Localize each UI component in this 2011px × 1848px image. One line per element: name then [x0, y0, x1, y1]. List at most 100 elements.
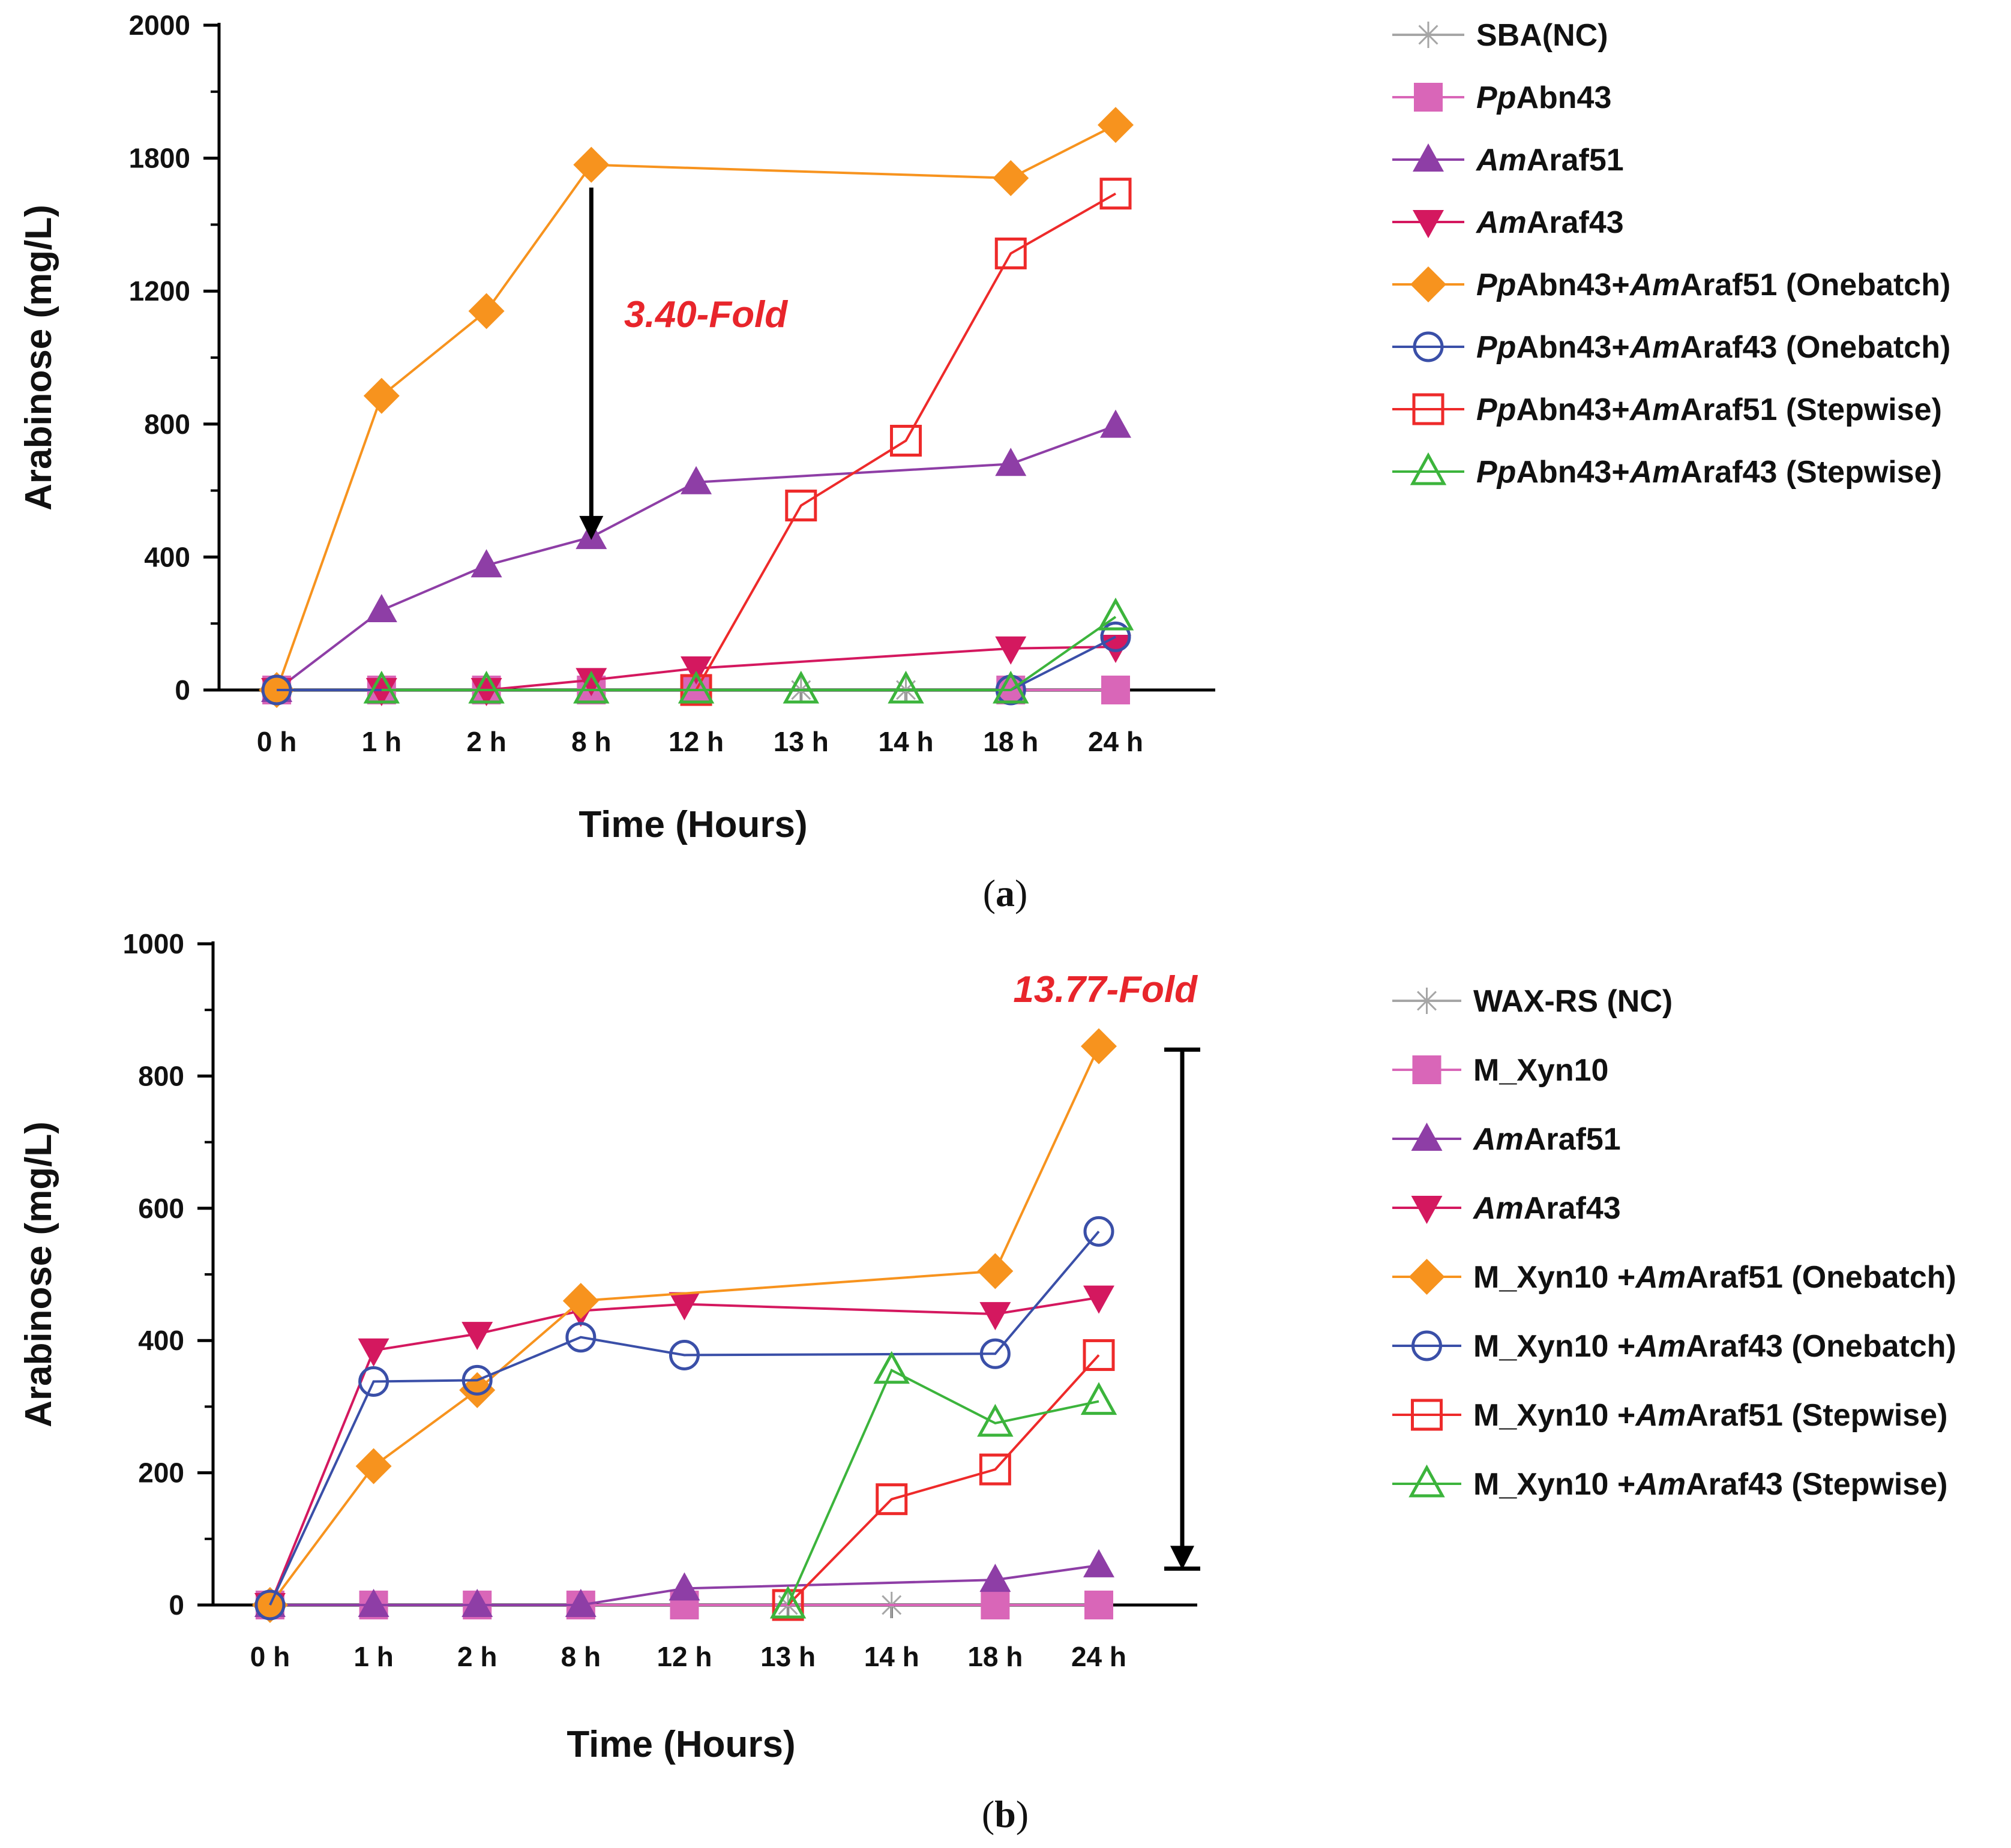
legend-label: M_Xyn10 +AmAraf51 (Onebatch) [1473, 1260, 1956, 1295]
legend-item: AmAraf43 [1392, 205, 1624, 240]
legend-label: M_Xyn10 [1473, 1053, 1608, 1088]
legend-item: WAX-RS (NC) [1392, 984, 1673, 1019]
series-4 [251, 1028, 1117, 1623]
fold-arrow [579, 187, 604, 540]
x-tick-label: 8 h [561, 1641, 601, 1672]
data-point [358, 1338, 389, 1367]
x-tick-label: 18 h [983, 726, 1038, 757]
series-5 [254, 1216, 1114, 1621]
x-tick-label: 24 h [1071, 1641, 1126, 1672]
legend-marker [1411, 1399, 1443, 1431]
legend-label: AmAraf51 [1475, 143, 1624, 178]
legend-marker [1411, 1196, 1443, 1224]
y-axis-title: Arabinose (mg/L) [18, 205, 59, 511]
data-point [873, 1351, 910, 1384]
x-tick-label: 0 h [257, 726, 296, 757]
y-axis-title: Arabinose (mg/L) [18, 1121, 59, 1427]
x-tick-label: 2 h [457, 1641, 497, 1672]
data-point [254, 1589, 286, 1621]
data-point [993, 160, 1029, 196]
data-point [995, 448, 1027, 476]
y-tick-label: 800 [144, 409, 190, 440]
legend: WAX-RS (NC) M_Xyn10 AmAraf51 AmAraf43 M_Xyn1… [1392, 984, 1956, 1502]
y-tick-label: 1800 [129, 143, 190, 174]
legend-marker [1410, 452, 1447, 485]
panel-a: 0 400 800 1200 1800 2000 0 h 1 h 2 h 8 h 12 h 13 h 1… [18, 10, 1950, 914]
series-7 [769, 1351, 1117, 1619]
series-line [695, 192, 1116, 691]
data-point [363, 377, 400, 414]
data-point [1100, 409, 1131, 438]
x-tick-label: 24 h [1088, 726, 1143, 757]
legend-label: PpAbn43+AmAraf51 (Onebatch) [1476, 268, 1950, 302]
legend-label: SBA(NC) [1476, 18, 1608, 53]
legend-item: M_Xyn10 [1392, 1053, 1608, 1088]
legend-marker [1410, 266, 1446, 302]
data-point [1100, 634, 1131, 663]
fold-annotation: 13.77-Fold [1013, 969, 1198, 1010]
data-point [461, 1322, 493, 1351]
data-point [995, 636, 1027, 665]
series-line [381, 616, 1117, 691]
legend-marker [1408, 1259, 1445, 1295]
data-point [769, 1585, 807, 1619]
data-point [576, 668, 607, 697]
x-tick-label: 0 h [250, 1641, 290, 1672]
x-tick-label: 1 h [353, 1641, 393, 1672]
y-tick-label: 400 [138, 1325, 184, 1356]
data-point [783, 670, 820, 704]
data-point [669, 1292, 700, 1321]
data-point [470, 549, 502, 578]
x-tick-label: 1 h [362, 726, 401, 757]
y-tick-label: 800 [138, 1060, 184, 1091]
x-tick-label: 14 h [864, 1641, 919, 1672]
legend-item: PpAbn43+AmAraf51 (Stepwise) [1392, 392, 1942, 427]
panel-b: 0 200 400 600 800 1000 0 h 1 h 2 h 8 h 12 h 13 h 14 … [18, 928, 1956, 1835]
arrow-head [1170, 1546, 1194, 1570]
data-point [1084, 1591, 1113, 1619]
series-line [275, 124, 1116, 691]
data-point [1080, 1382, 1117, 1415]
data-point [876, 1483, 908, 1516]
series-6 [680, 178, 1132, 706]
series-3 [254, 1285, 1114, 1621]
data-point [468, 293, 505, 329]
series-6 [772, 1339, 1115, 1621]
data-point [979, 1338, 1011, 1369]
fold-annotation: 3.40-Fold [624, 294, 788, 335]
data-point [461, 1364, 493, 1396]
legend-marker [1412, 1055, 1441, 1084]
arrow-head [579, 515, 604, 540]
legend-marker [1414, 83, 1443, 112]
legend-item: M_Xyn10 +AmAraf51 (Onebatch) [1392, 1259, 1956, 1295]
legend-marker [1413, 988, 1440, 1014]
data-point [979, 1302, 1011, 1331]
data-point [565, 1589, 597, 1617]
fold-arrow [1164, 1047, 1200, 1571]
data-point [681, 466, 712, 494]
data-point [1098, 107, 1134, 143]
y-tick-label: 1000 [123, 928, 184, 959]
data-point [977, 1403, 1014, 1437]
data-point [461, 1589, 493, 1617]
data-point [979, 1453, 1011, 1486]
data-point [993, 670, 1029, 704]
legend-label: PpAbn43 [1476, 80, 1611, 115]
legend-marker [1412, 393, 1444, 425]
x-tick-label: 12 h [669, 726, 724, 757]
legend-item: PpAbn43 [1392, 80, 1611, 115]
data-point [1083, 1216, 1114, 1247]
series-line [787, 1369, 1099, 1606]
data-point [365, 594, 397, 623]
data-point [979, 1564, 1011, 1592]
data-point [669, 1572, 700, 1601]
legend-label: AmAraf43 [1472, 1191, 1621, 1226]
series-line [269, 1045, 1100, 1606]
data-point [1099, 178, 1132, 210]
legend-label: M_Xyn10 +AmAraf43 (Onebatch) [1473, 1329, 1956, 1364]
data-point [1083, 1549, 1114, 1577]
legend: SBA(NC) PpAbn43 AmAraf51 AmAraf43 PpAbn43+Am… [1392, 18, 1950, 490]
y-tick-label: 2000 [129, 10, 190, 41]
panel-label: (b) [982, 1793, 1029, 1835]
x-tick-label: 13 h [774, 726, 829, 757]
